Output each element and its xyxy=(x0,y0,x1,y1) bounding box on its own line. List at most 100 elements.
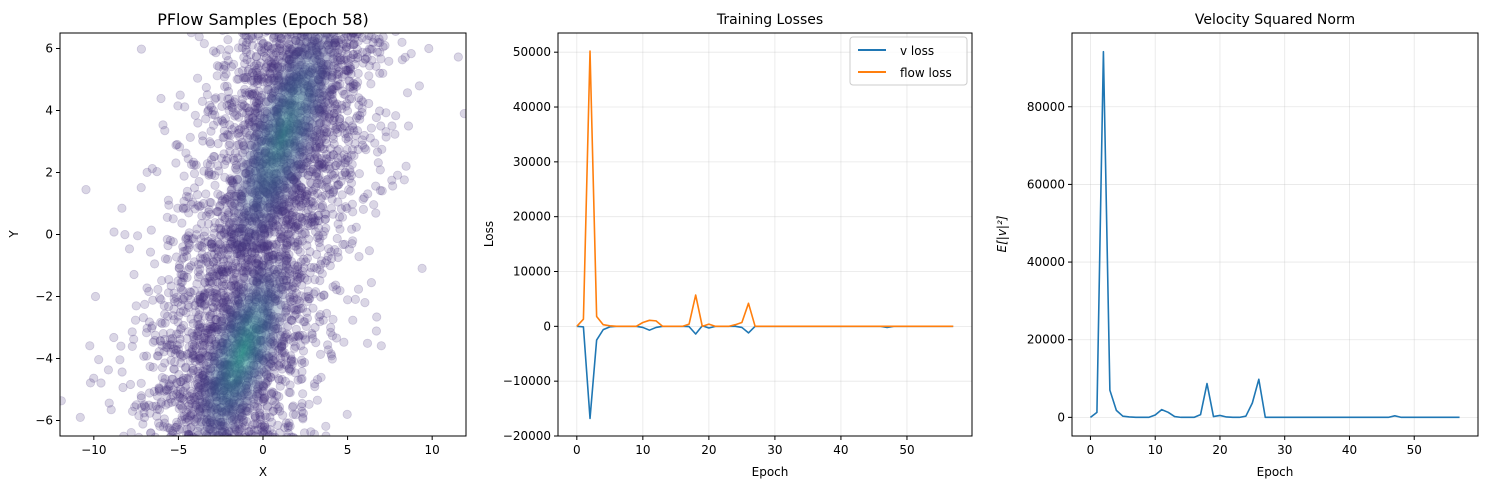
scatter-point xyxy=(258,38,269,48)
scatter-point xyxy=(340,239,350,249)
scatter-point xyxy=(339,337,349,347)
scatter-point xyxy=(226,130,236,140)
scatter-point xyxy=(332,285,342,295)
scatter-point xyxy=(222,440,230,448)
scatter-point xyxy=(182,272,192,283)
scatter-point xyxy=(335,114,345,124)
scatter-point xyxy=(348,33,358,39)
scatter-point xyxy=(256,35,266,46)
scatter-point xyxy=(362,47,372,57)
scatter-point xyxy=(238,73,249,83)
scatter-point xyxy=(170,357,180,367)
scatter-point xyxy=(299,428,310,436)
scatter-point xyxy=(309,429,319,436)
scatter-point xyxy=(164,423,175,433)
scatter-point xyxy=(344,116,354,126)
scatter-point xyxy=(206,249,216,259)
scatter-point xyxy=(391,33,400,36)
scatter-point xyxy=(163,384,174,395)
scatter-point xyxy=(159,378,169,388)
scatter-point xyxy=(219,132,229,142)
scatter-point xyxy=(176,269,186,279)
scatter-point xyxy=(344,185,354,195)
scatter-point xyxy=(298,412,308,423)
scatter-point xyxy=(296,355,307,365)
scatter-point xyxy=(350,139,360,149)
scatter-point xyxy=(144,400,154,410)
scatter-point xyxy=(269,33,279,42)
scatter-point xyxy=(165,381,175,391)
scatter-point xyxy=(180,382,190,392)
scatter-point xyxy=(346,186,356,196)
scatter-point xyxy=(236,438,244,446)
scatter-point xyxy=(343,156,353,166)
scatter-point xyxy=(174,425,184,435)
scatter-point xyxy=(268,406,279,416)
scatter-point xyxy=(324,185,334,195)
scatter-point xyxy=(261,53,271,63)
scatter-point xyxy=(201,256,212,266)
scatter-point xyxy=(347,159,357,169)
scatter-point xyxy=(298,389,308,399)
scatter-point xyxy=(270,396,280,406)
scatter-point xyxy=(168,428,178,436)
scatter-point xyxy=(144,388,155,398)
scatter-point xyxy=(363,189,373,199)
scatter-point xyxy=(317,180,327,190)
scatter-point xyxy=(283,422,293,433)
scatter-point xyxy=(330,125,341,135)
scatter-point xyxy=(329,139,339,149)
scatter-point xyxy=(295,212,305,222)
scatter-point xyxy=(353,68,363,79)
scatter-point xyxy=(199,291,209,301)
scatter-point xyxy=(382,33,386,34)
scatter-point xyxy=(257,427,268,436)
scatter-point xyxy=(162,343,173,353)
scatter-point xyxy=(171,140,181,150)
scatter-point xyxy=(167,333,178,344)
scatter-point xyxy=(312,263,322,273)
scatter-point xyxy=(188,351,198,361)
scatter-point xyxy=(234,74,244,84)
scatter-point xyxy=(237,33,248,38)
scatter-point xyxy=(246,429,256,436)
scatter-point xyxy=(293,225,303,235)
scatter-point xyxy=(193,314,203,324)
scatter-point xyxy=(154,385,164,395)
scatter-point xyxy=(237,95,247,105)
scatter-point xyxy=(223,445,231,453)
scatter-point xyxy=(320,209,330,219)
scatter-point xyxy=(180,246,190,256)
scatter-point xyxy=(217,92,227,103)
scatter-point xyxy=(127,406,138,416)
scatter-point xyxy=(307,217,317,227)
scatter-point xyxy=(223,130,234,140)
scatter-point xyxy=(173,420,183,430)
scatter-point xyxy=(290,341,301,351)
scatter-point xyxy=(262,401,272,411)
scatter-point xyxy=(307,203,317,213)
scatter-point xyxy=(347,199,357,209)
scatter-point xyxy=(168,390,178,401)
scatter-point xyxy=(174,403,184,414)
scatter-point xyxy=(172,432,182,436)
scatter-point xyxy=(319,227,329,237)
scatter-point xyxy=(176,277,186,287)
scatter-point xyxy=(289,343,299,353)
scatter-point xyxy=(340,202,351,212)
scatter-point xyxy=(343,136,354,146)
scatter-point xyxy=(259,420,269,430)
scatter-point xyxy=(298,303,308,313)
scatter-point xyxy=(295,247,305,257)
scatter-point xyxy=(196,298,206,309)
scatter-point xyxy=(193,200,203,210)
scatter-point xyxy=(165,433,175,436)
scatter-point xyxy=(297,358,307,368)
scatter-point xyxy=(259,51,270,61)
scatter-point xyxy=(155,445,163,453)
scatter-point xyxy=(241,90,252,100)
scatter-point xyxy=(346,94,357,104)
scatter-point xyxy=(197,292,207,302)
scatter-point xyxy=(161,342,171,352)
scatter-point xyxy=(218,116,228,127)
